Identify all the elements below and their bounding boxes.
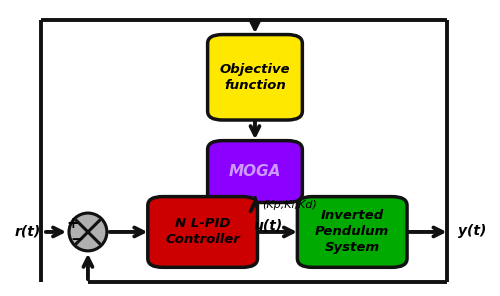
- Text: N L-PID
Controller: N L-PID Controller: [166, 218, 240, 247]
- Text: y(t): y(t): [458, 224, 486, 238]
- FancyBboxPatch shape: [208, 141, 302, 202]
- Text: Objective
function: Objective function: [220, 63, 290, 92]
- Text: +: +: [66, 216, 80, 231]
- FancyBboxPatch shape: [298, 197, 407, 267]
- FancyBboxPatch shape: [148, 197, 258, 267]
- Text: u(t): u(t): [253, 218, 282, 232]
- FancyBboxPatch shape: [208, 35, 302, 120]
- Text: (Kp,Ki,Kd): (Kp,Ki,Kd): [262, 200, 318, 210]
- Text: −: −: [70, 232, 83, 247]
- Text: MOGA: MOGA: [229, 164, 281, 179]
- Ellipse shape: [69, 213, 107, 251]
- Text: Inverted
Pendulum
System: Inverted Pendulum System: [315, 210, 390, 255]
- Text: r(t): r(t): [15, 224, 41, 238]
